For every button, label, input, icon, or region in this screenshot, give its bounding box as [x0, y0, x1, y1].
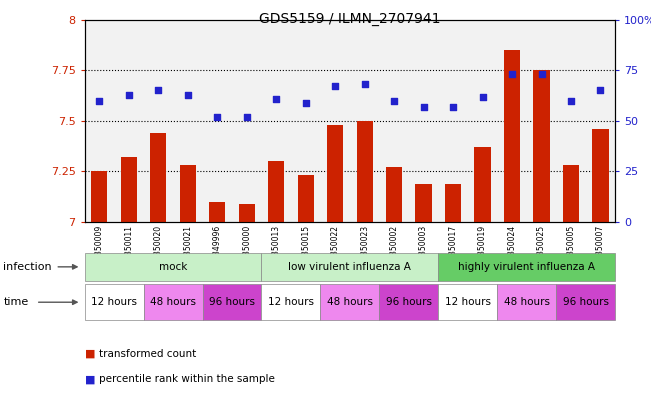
Text: 12 hours: 12 hours [445, 297, 491, 307]
Bar [239, 204, 255, 222]
Bar [445, 184, 461, 222]
Bar [320, 284, 380, 320]
Text: GDS5159 / ILMN_2707941: GDS5159 / ILMN_2707941 [259, 12, 441, 26]
Bar [438, 284, 497, 320]
Text: 96 hours: 96 hours [562, 297, 609, 307]
Point [566, 97, 576, 104]
Text: 96 hours: 96 hours [386, 297, 432, 307]
Text: time: time [3, 297, 29, 307]
Point [242, 114, 252, 120]
Bar [592, 129, 609, 222]
Text: highly virulent influenza A: highly virulent influenza A [458, 262, 595, 272]
Bar [144, 284, 202, 320]
Point [94, 97, 105, 104]
Point [536, 71, 547, 77]
Bar [202, 284, 262, 320]
Text: 48 hours: 48 hours [327, 297, 373, 307]
Point [271, 95, 281, 102]
Text: mock: mock [159, 262, 187, 272]
Text: 48 hours: 48 hours [504, 297, 549, 307]
Bar [85, 284, 144, 320]
Bar [209, 202, 225, 222]
Bar [262, 284, 320, 320]
Bar [497, 284, 556, 320]
Point [595, 87, 605, 94]
Bar [475, 147, 491, 222]
Bar [85, 253, 262, 281]
Text: transformed count: transformed count [99, 349, 196, 359]
Point [301, 99, 311, 106]
Text: percentile rank within the sample: percentile rank within the sample [99, 374, 275, 384]
Bar [180, 165, 196, 222]
Bar [91, 171, 107, 222]
Bar [357, 121, 373, 222]
Text: 12 hours: 12 hours [268, 297, 314, 307]
Point [330, 83, 340, 90]
Point [182, 92, 193, 98]
Bar [380, 284, 438, 320]
Bar [298, 176, 314, 222]
Bar [386, 167, 402, 222]
Text: low virulent influenza A: low virulent influenza A [288, 262, 411, 272]
Bar [327, 125, 343, 222]
Point [124, 92, 134, 98]
Bar [262, 253, 438, 281]
Point [448, 103, 458, 110]
Text: ■: ■ [85, 349, 95, 359]
Bar [268, 162, 284, 222]
Text: 12 hours: 12 hours [91, 297, 137, 307]
Bar [150, 133, 167, 222]
Point [389, 97, 399, 104]
Bar [415, 184, 432, 222]
Bar [556, 284, 615, 320]
Text: 96 hours: 96 hours [209, 297, 255, 307]
Text: infection: infection [3, 262, 52, 272]
Point [359, 81, 370, 88]
Point [419, 103, 429, 110]
Text: ■: ■ [85, 374, 95, 384]
Bar [504, 50, 520, 222]
Bar [533, 70, 549, 222]
Bar [438, 253, 615, 281]
Point [477, 94, 488, 100]
Point [212, 114, 223, 120]
Point [153, 87, 163, 94]
Bar [120, 157, 137, 222]
Point [507, 71, 518, 77]
Text: 48 hours: 48 hours [150, 297, 196, 307]
Bar [563, 165, 579, 222]
